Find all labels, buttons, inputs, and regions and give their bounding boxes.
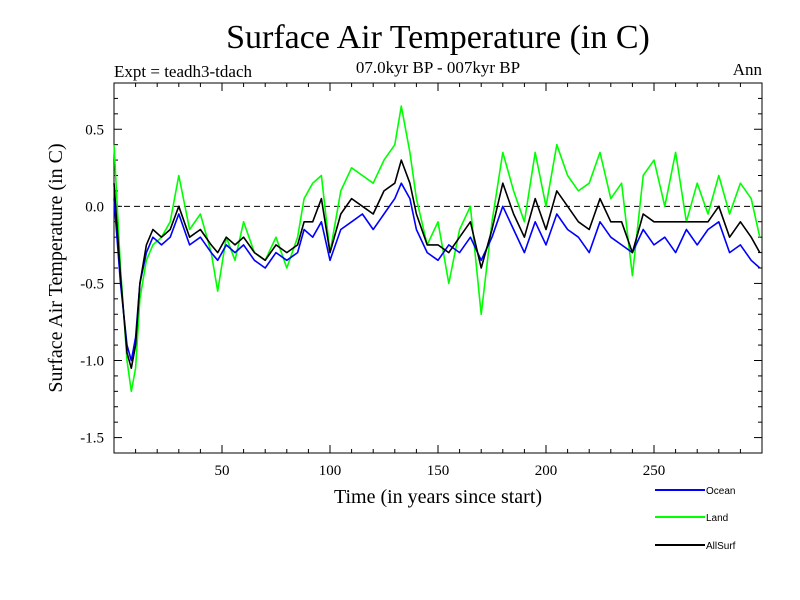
- season-label: Ann: [733, 60, 763, 79]
- chart-subtitle: 07.0kyr BP - 007kyr BP: [356, 58, 520, 77]
- x-tick-label: 50: [215, 463, 230, 479]
- y-tick-label: -1.0: [80, 354, 104, 370]
- series-lines: [113, 105, 761, 393]
- series-line-land: [113, 105, 761, 393]
- legend: Ocean Land AllSurf: [655, 486, 736, 552]
- y-tick-label: -0.5: [80, 276, 104, 292]
- x-axis-title: Time (in years since start): [334, 486, 542, 508]
- series-line-ocean: [113, 182, 761, 362]
- plot-frame: [113, 82, 763, 454]
- x-tick-labels: 50 100 150 200 250: [215, 463, 666, 479]
- legend-label-ocean: Ocean: [706, 486, 735, 497]
- y-axis-title: Surface Air Temperature (in C): [45, 143, 67, 392]
- series-line-allsurf: [113, 159, 761, 370]
- x-tick-label: 250: [643, 463, 666, 479]
- y-tick-label: -1.5: [80, 431, 104, 447]
- x-tick-label: 150: [427, 463, 450, 479]
- y-tick-label: 0.0: [85, 199, 104, 215]
- y-tick-label: 0.5: [85, 122, 104, 138]
- axis-ticks: [114, 82, 762, 454]
- experiment-label: Expt = teadh3-tdach: [114, 62, 252, 81]
- y-tick-labels: -1.5 -1.0 -0.5 0.0 0.5: [80, 122, 104, 446]
- chart-title: Surface Air Temperature (in C): [226, 19, 650, 56]
- legend-label-allsurf: AllSurf: [706, 541, 736, 552]
- legend-label-land: Land: [706, 513, 728, 524]
- x-tick-label: 200: [535, 463, 558, 479]
- x-tick-label: 100: [319, 463, 342, 479]
